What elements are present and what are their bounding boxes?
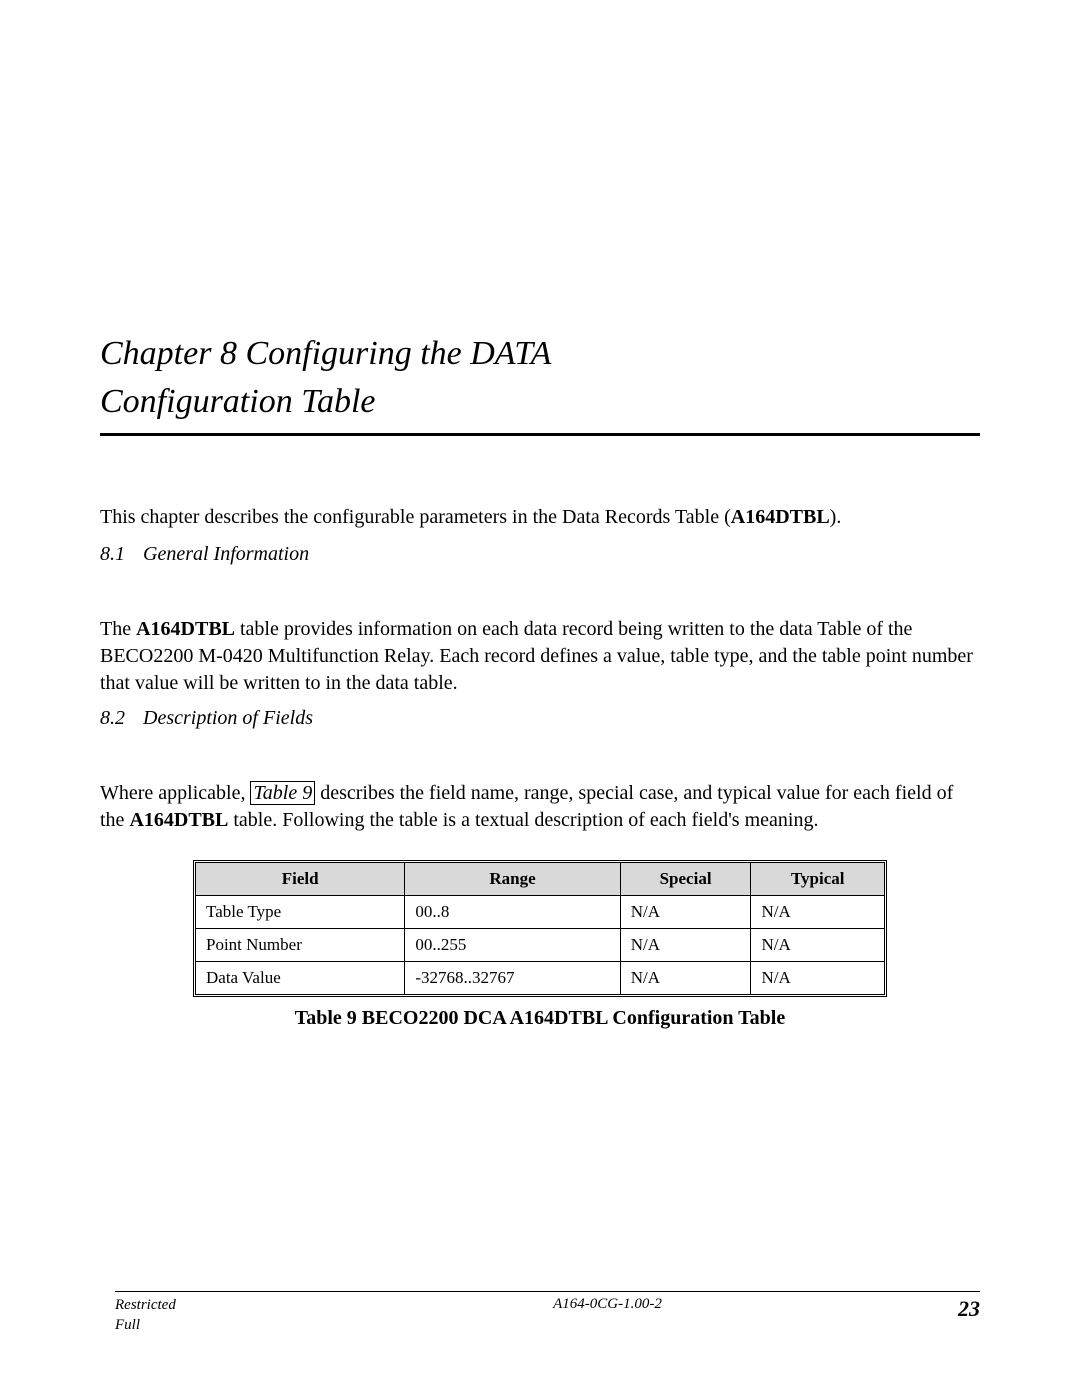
footer-restricted: Restricted <box>115 1296 315 1316</box>
sec1-pre: The <box>100 618 136 640</box>
table-caption: Table 9 BECO2200 DCA A164DTBL Configurat… <box>100 1007 980 1030</box>
footer-left: Restricted Full <box>115 1296 315 1335</box>
chapter-title: Chapter 8 Configuring the DATA Configura… <box>100 330 980 425</box>
table-row: Table Type 00..8 N/A N/A <box>196 896 885 929</box>
document-page: Chapter 8 Configuring the DATA Configura… <box>0 0 1080 1397</box>
col-field: Field <box>196 863 405 896</box>
cell: N/A <box>751 929 885 962</box>
page-footer: Restricted Full A164-0CG-1.00-2 23 <box>115 1291 980 1335</box>
intro-prefix: This chapter describes the configurable … <box>100 506 731 528</box>
footer-rule <box>115 1291 980 1292</box>
section-num-8-1: 8.1 <box>100 543 125 566</box>
table-row: Point Number 00..255 N/A N/A <box>196 929 885 962</box>
cell: N/A <box>620 929 751 962</box>
col-typical: Typical <box>751 863 885 896</box>
section-heading-8-2: 8.2 Description of Fields <box>100 707 980 730</box>
cell: Data Value <box>196 962 405 995</box>
table-9-link[interactable]: Table 9 <box>250 781 315 805</box>
section-title-8-2: Description of Fields <box>143 707 313 730</box>
cell: N/A <box>751 962 885 995</box>
section-num-8-2: 8.2 <box>100 707 125 730</box>
cell: N/A <box>620 896 751 929</box>
col-special: Special <box>620 863 751 896</box>
chapter-title-line1: Chapter 8 Configuring the DATA <box>100 335 551 372</box>
page-number: 23 <box>900 1296 980 1322</box>
title-rule <box>100 433 980 436</box>
footer-full: Full <box>115 1316 315 1336</box>
cell: N/A <box>751 896 885 929</box>
intro-paragraph: This chapter describes the configurable … <box>100 506 980 529</box>
cell: Table Type <box>196 896 405 929</box>
intro-bold-ref: A164DTBL <box>731 506 830 528</box>
col-range: Range <box>405 863 620 896</box>
table-row: Data Value -32768..32767 N/A N/A <box>196 962 885 995</box>
footer-center: A164-0CG-1.00-2 <box>315 1296 900 1313</box>
section-8-2-body: Where applicable, Table 9 describes the … <box>100 780 980 834</box>
chapter-title-line2: Configuration Table <box>100 383 376 420</box>
cell: 00..255 <box>405 929 620 962</box>
sec2-pre: Where applicable, <box>100 782 250 804</box>
cell: 00..8 <box>405 896 620 929</box>
cell: N/A <box>620 962 751 995</box>
section-8-1-body: The A164DTBL table provides information … <box>100 616 980 697</box>
section-heading-8-1: 8.1 General Information <box>100 543 980 566</box>
cell: Point Number <box>196 929 405 962</box>
footer-row: Restricted Full A164-0CG-1.00-2 23 <box>115 1296 980 1335</box>
table-header-row: Field Range Special Typical <box>196 863 885 896</box>
cell: -32768..32767 <box>405 962 620 995</box>
sec2-post: table. Following the table is a textual … <box>228 809 818 831</box>
sec2-bold: A164DTBL <box>129 809 228 831</box>
section-title-8-1: General Information <box>143 543 309 566</box>
config-table: Field Range Special Typical Table Type 0… <box>195 862 885 995</box>
intro-suffix: ). <box>830 506 842 528</box>
config-table-head: Field Range Special Typical <box>196 863 885 896</box>
config-table-body: Table Type 00..8 N/A N/A Point Number 00… <box>196 896 885 995</box>
sec1-bold: A164DTBL <box>136 618 235 640</box>
